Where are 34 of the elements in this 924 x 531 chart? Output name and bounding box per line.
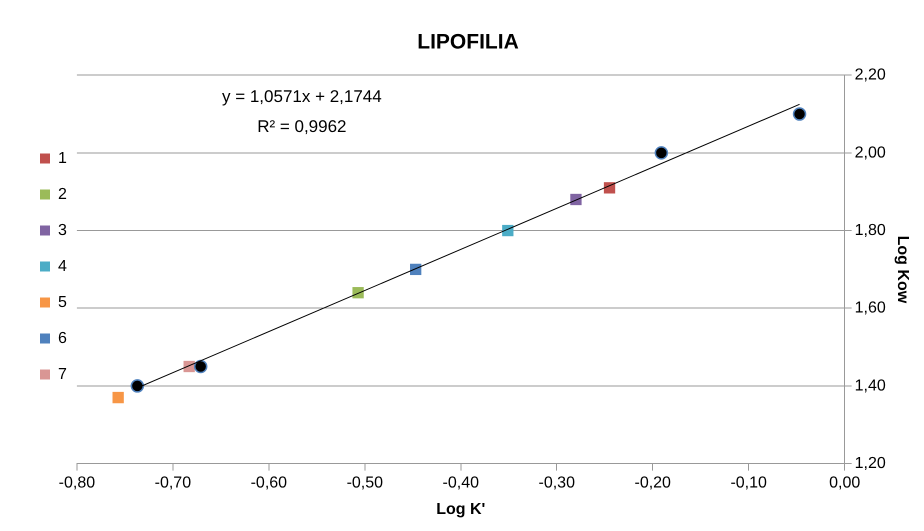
y-tick-label: 2,00: [854, 144, 886, 162]
chart-title: LIPOFILIA: [417, 30, 519, 54]
y-axis-title: Log Kow: [894, 236, 911, 304]
y-tick-label: 1,20: [854, 455, 886, 472]
y-tick-label: 1,60: [854, 300, 886, 317]
point: [130, 379, 144, 393]
x-tick-label: -0,40: [442, 474, 480, 492]
y-tick-label: 1,40: [854, 377, 886, 394]
legend-label: 2: [58, 186, 67, 203]
x-tick-label: 0,00: [829, 474, 860, 492]
point: [112, 392, 124, 404]
x-tick-label: -0,80: [58, 474, 96, 492]
annotation: y = 1,0571x + 2,1744: [222, 86, 382, 106]
y-tick-label: 2,20: [854, 66, 886, 84]
x-tick-label: -0,10: [730, 474, 768, 492]
x-tick-label: -0,50: [346, 474, 384, 492]
legend-label: 3: [58, 222, 67, 239]
x-tick-label: -0,20: [634, 474, 672, 492]
point: [194, 360, 208, 374]
legend-label: 5: [58, 294, 67, 311]
x-tick-label: -0,30: [538, 474, 576, 492]
legend-label: 4: [58, 258, 67, 275]
x-tick-label: -0,70: [154, 474, 192, 492]
point: [654, 146, 668, 160]
legend-label: 1: [58, 150, 67, 167]
x-tick-label: -0,60: [250, 474, 288, 492]
legend-label: 7: [58, 366, 67, 383]
point: [792, 107, 806, 121]
point: [604, 182, 616, 194]
y-tick-label: 1,80: [854, 222, 886, 239]
legend-label: 6: [58, 330, 67, 347]
annotation: R² = 0,9962: [257, 116, 347, 136]
point: [410, 264, 422, 276]
x-axis-title: Log K': [436, 500, 486, 518]
